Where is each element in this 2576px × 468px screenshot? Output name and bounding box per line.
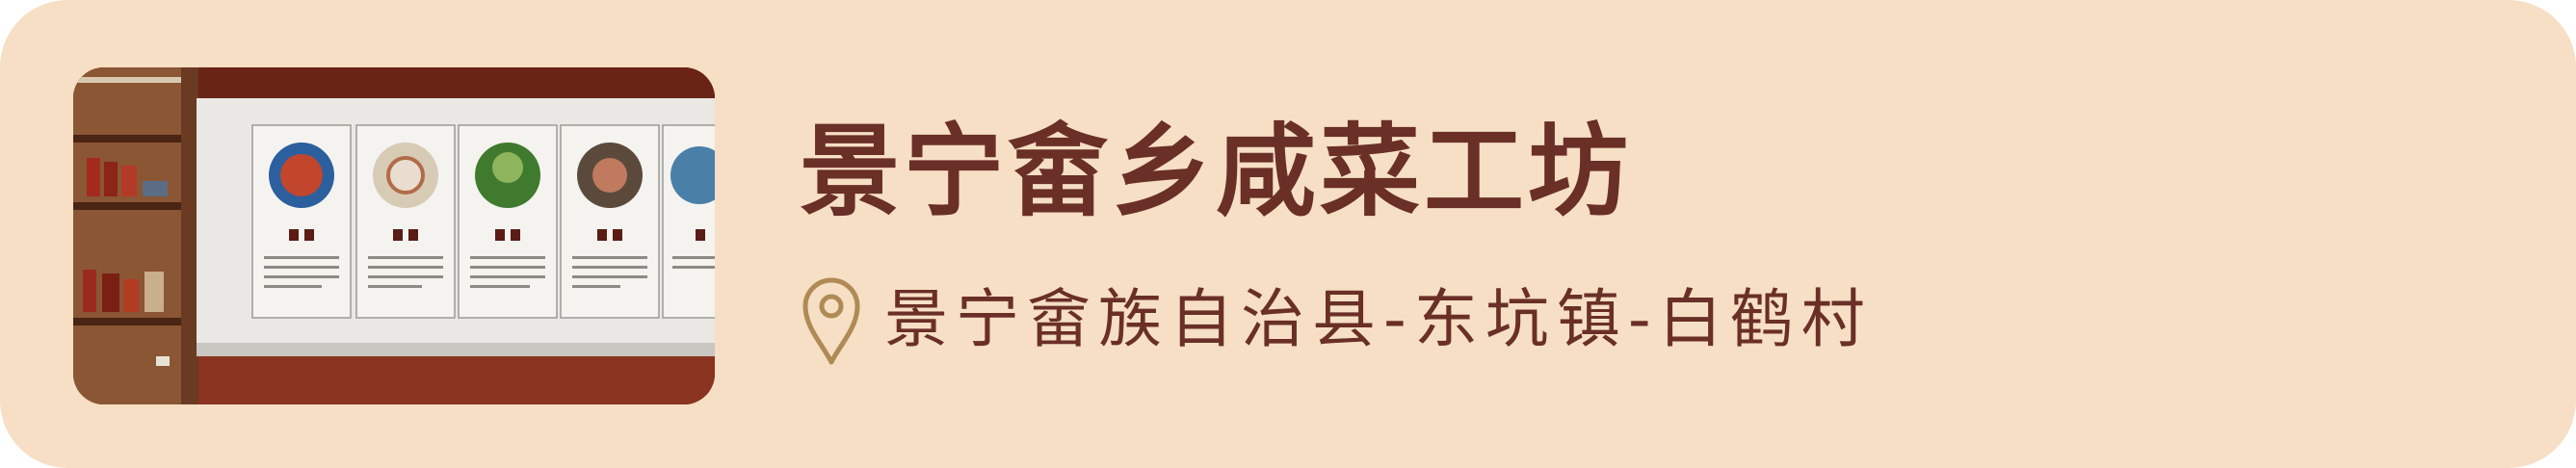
venue-title: 景宁畲乡咸菜工坊 xyxy=(800,112,1633,230)
location-row: 景宁畲族自治县-东坑镇-白鹤村 xyxy=(800,272,1873,368)
venue-address: 景宁畲族自治县-东坑镇-白鹤村 xyxy=(884,282,1873,356)
venue-photo xyxy=(73,67,715,404)
location-pin-icon xyxy=(802,277,860,365)
